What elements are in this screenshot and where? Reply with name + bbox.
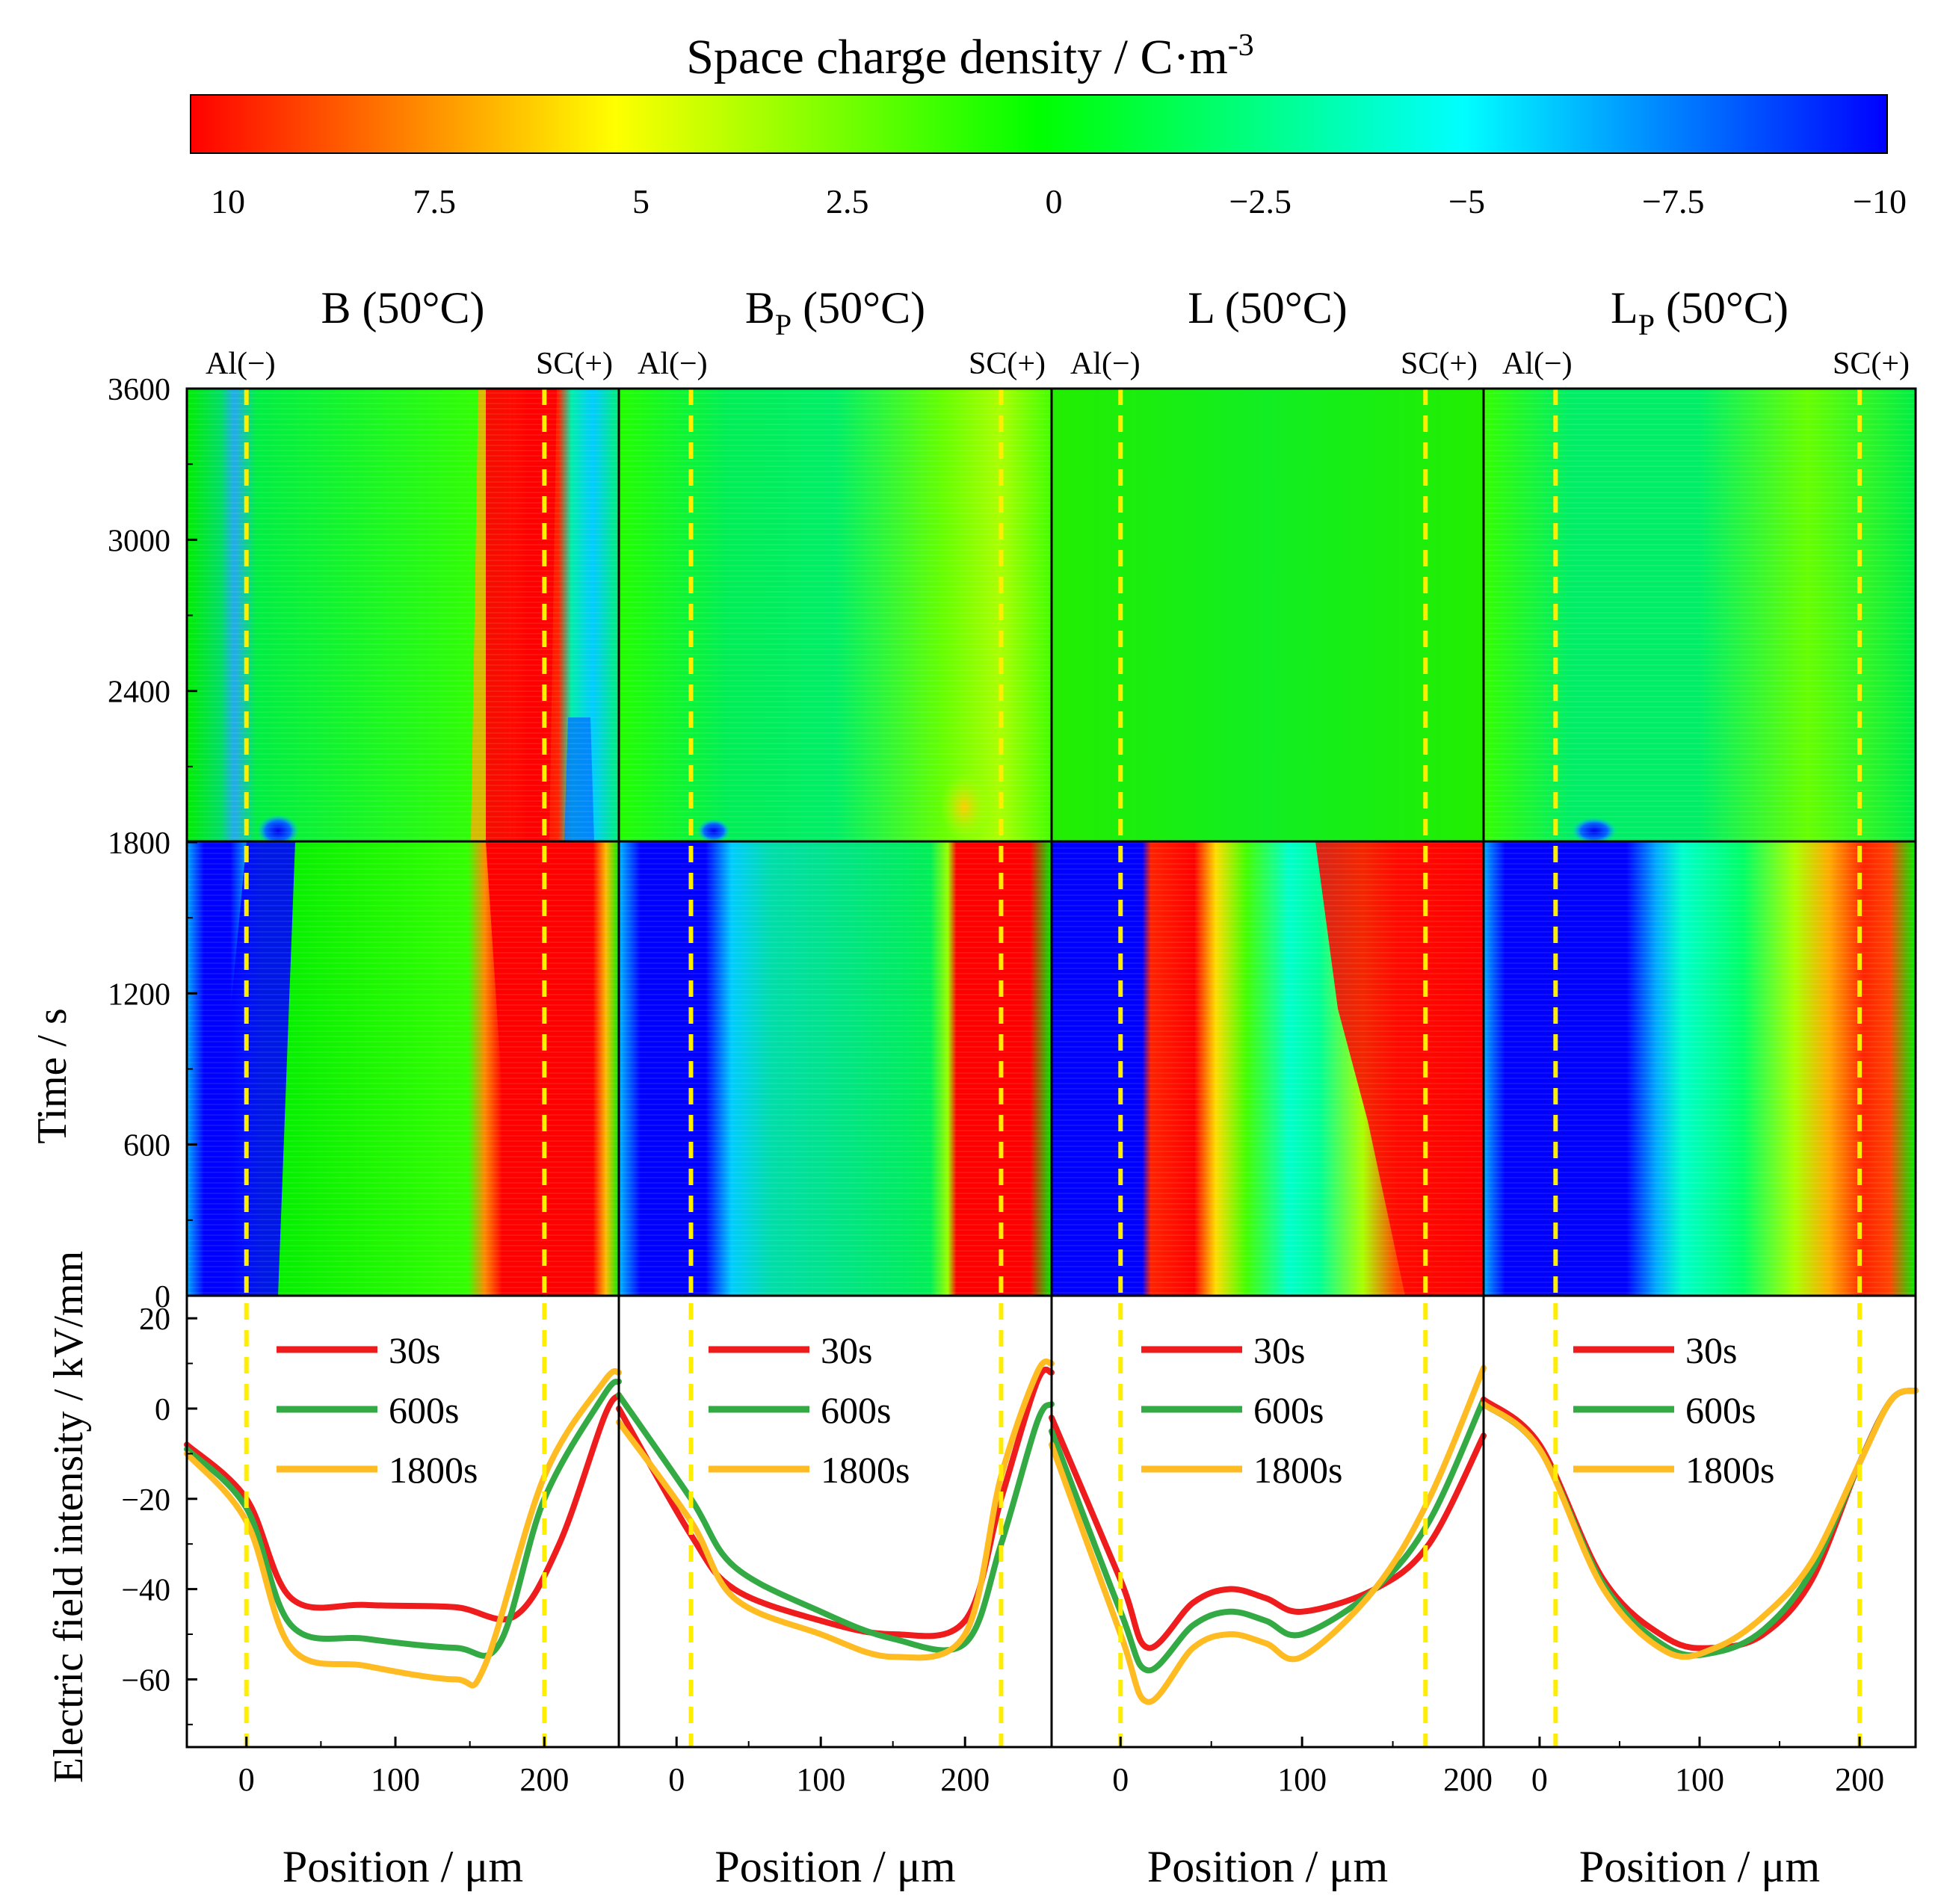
x-tick-label: 100 <box>796 1761 845 1798</box>
legend-label-600s: 600s <box>1685 1389 1756 1431</box>
heatmaps <box>187 389 1916 1296</box>
y-tick-label: −20 <box>121 1483 170 1518</box>
heatmap-y-axis: 0 600 1200 1800 2400 3000 3600 <box>108 373 197 1314</box>
heatmap-L-depol <box>1052 389 1484 841</box>
heatmap-B-depol-texture <box>187 389 619 841</box>
heatmap-y-label: Time / s <box>29 1008 75 1144</box>
colorbar-tick-label: 0 <box>1046 182 1063 220</box>
field-curve-1800s <box>1481 1387 1919 1660</box>
field-curve-600s <box>184 1378 622 1659</box>
y-tick-label: 3600 <box>108 373 170 407</box>
legend-label-600s: 600s <box>1253 1389 1324 1431</box>
colorbar-tick-label: −7.5 <box>1642 182 1704 220</box>
y-tick-label: 0 <box>155 1280 170 1314</box>
x-tick-label: 100 <box>1675 1761 1724 1798</box>
field-curves <box>184 1358 1919 1705</box>
y-tick-label: 1200 <box>108 977 170 1012</box>
electrode-dashed-lines <box>244 389 1863 1747</box>
x-tick-label: 0 <box>238 1761 255 1798</box>
electrode-label-right: SC(+) <box>969 347 1046 381</box>
x-tick-label: 100 <box>1277 1761 1327 1798</box>
heatmap-B-poling-texture <box>187 841 619 1296</box>
field-curve-30s <box>616 1366 1055 1639</box>
x-tick-label: 200 <box>1835 1761 1884 1798</box>
colorbar-tick-label: −10 <box>1853 182 1907 220</box>
panel-title: LP (50°C) <box>1611 283 1789 341</box>
field-curve-600s <box>616 1391 1055 1654</box>
y-tick-label: 0 <box>155 1393 170 1427</box>
field-curve-1800s <box>616 1358 1055 1661</box>
legend-label-600s: 600s <box>389 1389 459 1431</box>
legend-label-30s: 30s <box>389 1329 440 1371</box>
legend-label-30s: 30s <box>821 1329 872 1371</box>
electrode-label-left: Al(−) <box>206 347 276 381</box>
y-tick-label: 3000 <box>108 524 170 558</box>
electrode-label-right: SC(+) <box>1401 347 1478 381</box>
x-tick-label: 200 <box>940 1761 990 1798</box>
x-tick-label: 200 <box>519 1761 569 1798</box>
colorbar-tick-label: −5 <box>1448 182 1485 220</box>
field-y-axis: 20 0 −20 −40 −60 <box>121 1302 197 1725</box>
heatmap-Bp-poling-texture <box>619 841 1052 1296</box>
x-axis-label: Position / μm <box>715 1842 955 1891</box>
y-tick-label: −40 <box>121 1574 170 1608</box>
legend-label-30s: 30s <box>1253 1329 1305 1371</box>
x-axes: 0 100 200 Position / μm 0 100 200 Position / μm… <box>238 1737 1884 1891</box>
x-tick-label: 0 <box>1112 1761 1129 1798</box>
x-axis-label: Position / μm <box>1147 1842 1388 1891</box>
legend-label-1800s: 1800s <box>821 1449 910 1491</box>
x-tick-label: 0 <box>668 1761 685 1798</box>
x-axis-label: Position / μm <box>283 1842 523 1891</box>
field-curve-1800s <box>184 1367 622 1689</box>
x-tick-label: 200 <box>1443 1761 1493 1798</box>
colorbar-gradient <box>190 94 1888 154</box>
y-tick-label: 600 <box>123 1129 170 1163</box>
y-tick-label: 1800 <box>108 826 170 861</box>
colorbar-tick-label: −2.5 <box>1229 182 1292 220</box>
x-tick-label: 100 <box>371 1761 420 1798</box>
field-y-label: Electric field intensity / kV/mm <box>46 1251 92 1783</box>
heatmap-L-poling-texture <box>1052 841 1484 1296</box>
legend-label-1800s: 1800s <box>389 1449 478 1491</box>
colorbar-tick-label: 7.5 <box>413 182 457 220</box>
panel-title: B (50°C) <box>321 283 484 333</box>
panel-titles: B (50°C) Al(−) SC(+) BP (50°C) Al(−) SC(+) L (… <box>206 283 1910 381</box>
y-tick-label: −60 <box>121 1663 170 1698</box>
electrode-label-right: SC(+) <box>1833 347 1910 381</box>
colorbar-tick-label: 5 <box>632 182 649 220</box>
panel-frames <box>185 387 1917 1749</box>
legend-label-30s: 30s <box>1685 1329 1737 1371</box>
colorbar-ticks: 10 7.5 5 2.5 0 −2.5 −5 −7.5 −10 <box>211 182 1907 220</box>
legend-label-1800s: 1800s <box>1253 1449 1342 1491</box>
legend-label-1800s: 1800s <box>1685 1449 1774 1491</box>
electrode-label-right: SC(+) <box>536 347 613 381</box>
panel-title: BP (50°C) <box>745 283 925 341</box>
x-axis-label: Position / μm <box>1579 1842 1820 1891</box>
heatmap-Lp-depol-texture <box>1484 389 1916 841</box>
y-tick-label: 20 <box>139 1302 170 1337</box>
legend-label-600s: 600s <box>821 1389 891 1431</box>
panel-title: L (50°C) <box>1188 283 1347 333</box>
colorbar-tick-label: 2.5 <box>826 182 869 220</box>
electrode-label-left: Al(−) <box>1502 347 1573 381</box>
x-tick-label: 0 <box>1531 1761 1548 1798</box>
heatmap-Bp-depol-texture <box>619 389 1052 841</box>
field-curve-30s <box>184 1391 622 1623</box>
y-tick-label: 2400 <box>108 676 170 710</box>
colorbar: Space charge density / C·m-3 10 7.5 5 2.5 0 −… <box>190 28 1907 220</box>
legends: 30s 600s 1800s 30s 600s 1800s 30s 600s 1800s 30s 6… <box>277 1329 1774 1491</box>
electrode-label-left: Al(−) <box>1070 347 1141 381</box>
electrode-label-left: Al(−) <box>638 347 708 381</box>
colorbar-tick-label: 10 <box>211 182 245 220</box>
heatmap-Lp-poling-texture <box>1484 841 1916 1296</box>
colorbar-title: Space charge density / C·m-3 <box>686 28 1254 84</box>
